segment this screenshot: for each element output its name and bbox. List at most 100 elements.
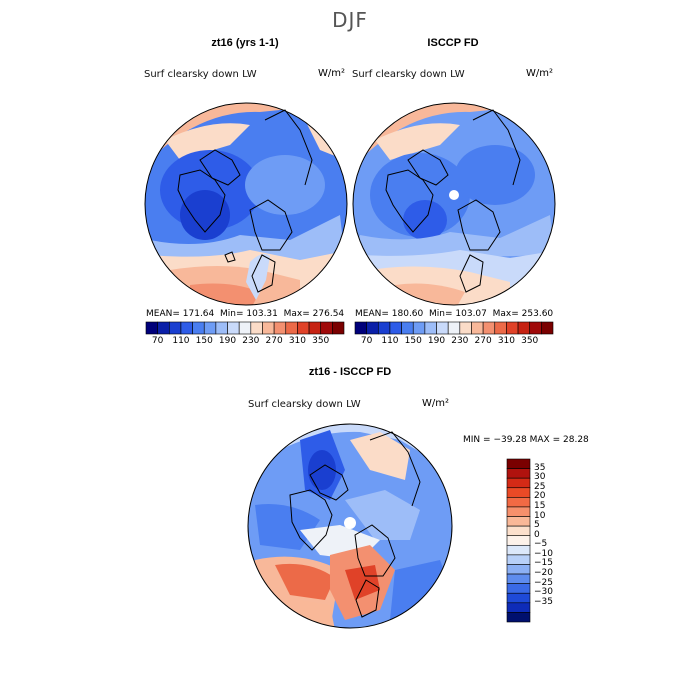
- land-outline-icon: [385, 109, 521, 293]
- max-value: 253.60: [521, 309, 554, 319]
- polar-map-icon: [353, 103, 555, 305]
- colorbar-tick-label: 20: [534, 491, 546, 502]
- colorbar-tick-label: −20: [534, 568, 553, 579]
- colorbar-tick-label: 270: [474, 336, 492, 346]
- colorbar-swatch: [482, 321, 496, 335]
- colorbar-swatch: [506, 583, 531, 594]
- panel-2-title: ISCCP FD: [427, 37, 479, 49]
- colorbar-swatch: [215, 321, 228, 335]
- min-value: −39.28: [493, 435, 527, 445]
- colorbar-swatch: [389, 321, 402, 335]
- panel-3-units: W/m²: [422, 398, 450, 409]
- min-label: MIN =: [463, 435, 491, 445]
- colorbar-2: [354, 321, 554, 335]
- colorbar-swatch: [250, 321, 263, 335]
- panel-2-units: W/m²: [526, 68, 554, 79]
- colorbar-swatch: [506, 602, 531, 613]
- colorbar-tick-label: 10: [534, 510, 546, 521]
- colorbar-tick-label: 190: [427, 336, 446, 346]
- colorbar-swatch: [506, 554, 531, 565]
- colorbar-swatch: [157, 321, 170, 335]
- colorbar-swatch: [471, 321, 484, 335]
- colorbar-swatch: [506, 612, 531, 623]
- colorbar-tick-label: 150: [404, 336, 422, 346]
- colorbar-tick-label: 350: [312, 336, 330, 346]
- colorbar-swatch: [285, 321, 298, 335]
- colorbar-tick-label: 230: [451, 336, 469, 346]
- max-value: 28.28: [563, 435, 589, 445]
- colorbar-swatch: [192, 321, 205, 335]
- panel-1-title: zt16 (yrs 1-1): [211, 37, 279, 49]
- panel-3-title: zt16 - ISCCP FD: [308, 366, 392, 378]
- colorbar-tick-label: 270: [265, 336, 283, 346]
- polar-map-icon: [248, 424, 452, 628]
- colorbar-tick-label: 110: [172, 336, 190, 346]
- colorbar-swatch: [517, 321, 531, 335]
- colorbar-tick-label: 190: [218, 336, 237, 346]
- colorbar-swatch: [262, 321, 275, 335]
- min-label: Min=: [220, 309, 244, 319]
- colorbar-tick-label: 230: [242, 336, 260, 346]
- colorbar-tick-label: −5: [534, 539, 548, 550]
- polar-map-icon: [145, 103, 347, 305]
- max-label: Max=: [492, 309, 519, 319]
- colorbar-tick-label: 30: [534, 472, 546, 483]
- mean-value: 180.60: [391, 309, 424, 319]
- mean-label: MEAN=: [146, 309, 180, 319]
- colorbar-swatch: [506, 468, 531, 479]
- max-value: 276.54: [312, 309, 345, 319]
- colorbar-swatch: [238, 321, 252, 335]
- panel-3-variable: Surf clearsky down LW: [248, 399, 361, 410]
- colorbar-swatch: [494, 321, 507, 335]
- colorbar-tick-label: −35: [534, 596, 553, 607]
- colorbar-tick-label: 5: [534, 520, 540, 531]
- colorbar-swatch: [308, 321, 322, 335]
- panel-2-variable: Surf clearsky down LW: [352, 69, 465, 80]
- colorbar-swatch: [506, 592, 531, 604]
- colorbar-tick-label: 310: [288, 336, 306, 346]
- min-label: Min=: [429, 309, 453, 319]
- colorbar-swatch: [506, 573, 531, 584]
- colorbar-swatch: [332, 321, 345, 335]
- panel-1-variable: Surf clearsky down LW: [144, 69, 257, 80]
- colorbar-tick-label: −30: [534, 587, 553, 598]
- colorbar-swatch: [227, 321, 240, 335]
- colorbar-swatch: [506, 497, 531, 508]
- colorbar-tick-label: −25: [534, 577, 553, 588]
- colorbar-tick-label: 15: [534, 500, 546, 511]
- colorbar-swatch: [180, 321, 193, 335]
- colorbar-swatch: [273, 321, 287, 335]
- max-label: MAX =: [529, 435, 561, 445]
- colorbar-swatch: [506, 525, 531, 537]
- mean-value: 171.64: [182, 309, 215, 319]
- colorbar-swatch: [506, 535, 531, 546]
- colorbar-swatch: [447, 321, 461, 335]
- colorbar-1: [145, 321, 345, 335]
- colorbar-tick-label: −10: [534, 548, 553, 559]
- colorbar-swatch: [506, 321, 519, 335]
- colorbar-tick-label: 70: [360, 336, 373, 346]
- page-title: DJF: [332, 8, 368, 32]
- colorbar-swatch: [377, 321, 391, 335]
- colorbar-swatch: [459, 321, 472, 335]
- panel-1-units: W/m²: [318, 68, 346, 79]
- land-outline-icon: [289, 431, 421, 618]
- colorbar-swatch: [203, 321, 217, 335]
- colorbar-tick-label: 0: [534, 529, 540, 540]
- panel-1-stats: MEAN= 171.64 Min= 103.31 Max= 276.54: [146, 309, 344, 319]
- colorbar-swatch: [506, 516, 531, 527]
- colorbar-swatch: [401, 321, 414, 335]
- min-value: 103.07: [455, 309, 487, 319]
- colorbar-tick-label: 70: [151, 336, 164, 346]
- min-value: 103.31: [246, 309, 278, 319]
- colorbar-swatch: [506, 564, 531, 575]
- colorbar-swatch: [436, 321, 449, 335]
- colorbar-diff: [506, 458, 531, 623]
- colorbar-tick-label: 350: [521, 336, 539, 346]
- panel-3-stats: MIN = −39.28 MAX = 28.28: [463, 435, 589, 445]
- colorbar-swatch: [529, 321, 542, 335]
- colorbar-swatch: [320, 321, 333, 335]
- colorbar-swatch: [506, 487, 531, 498]
- colorbar-swatch: [506, 544, 531, 556]
- colorbar-tick-label: 310: [497, 336, 515, 346]
